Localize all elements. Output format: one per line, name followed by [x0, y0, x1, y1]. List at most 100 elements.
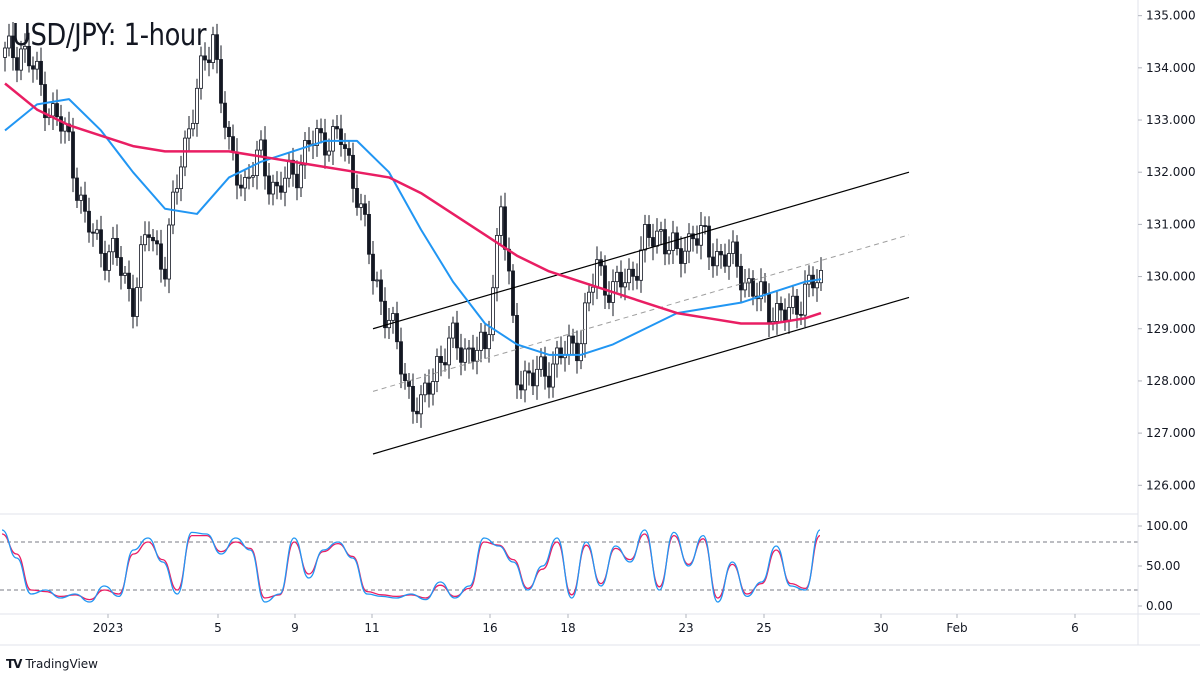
candle-body	[35, 60, 39, 70]
candle-body	[539, 356, 543, 370]
candle-body	[779, 303, 783, 311]
candle-body	[307, 140, 311, 145]
candle-body	[23, 45, 27, 50]
candle-body	[375, 279, 379, 282]
candle-body	[179, 166, 183, 190]
candle-body	[511, 270, 515, 316]
candle-body	[535, 368, 539, 387]
stochastic-axis[interactable]: 100.00 50.00 0.00	[1138, 519, 1188, 613]
candle-body	[211, 34, 215, 63]
candle-body	[123, 272, 127, 276]
candle-body	[427, 382, 431, 395]
candle-body	[55, 103, 59, 118]
candle-body	[495, 235, 499, 289]
candle-body	[143, 234, 147, 246]
candle-body	[555, 347, 559, 365]
candlestick-series	[3, 21, 823, 428]
candle-body	[391, 313, 395, 321]
candle-body	[119, 257, 123, 276]
time-tick-label: 6	[1071, 621, 1079, 635]
candle-body	[167, 224, 171, 280]
candle-body	[791, 295, 795, 308]
candle-body	[19, 48, 23, 71]
price-tick-label: 134.000	[1146, 61, 1196, 75]
candle-body	[415, 410, 419, 415]
stochastic-pane	[0, 529, 1138, 603]
candle-body	[607, 294, 611, 303]
candle-body	[95, 229, 99, 234]
regression-channel[interactable]	[372, 171, 910, 455]
candle-body	[439, 356, 443, 363]
candle-body	[603, 265, 607, 296]
candle-body	[503, 206, 507, 250]
candle-body	[155, 240, 159, 245]
candle-body	[663, 229, 667, 255]
channel-lower-line[interactable]	[372, 296, 910, 455]
stochastic-tick-label: 50.00	[1146, 559, 1180, 573]
candle-body	[31, 65, 35, 70]
candle-body	[355, 188, 359, 208]
candle-body	[699, 225, 703, 246]
candle-body	[547, 375, 551, 388]
candle-body	[127, 272, 131, 289]
candle-body	[339, 128, 343, 146]
candle-body	[475, 349, 479, 362]
candle-body	[395, 313, 399, 343]
candle-body	[523, 370, 527, 391]
candle-body	[259, 139, 263, 151]
candle-body	[683, 250, 687, 264]
candle-body	[283, 177, 287, 193]
candle-body	[59, 116, 63, 132]
candle-body	[751, 278, 755, 297]
candle-body	[451, 322, 455, 339]
candle-body	[491, 287, 495, 336]
candle-body	[267, 175, 271, 195]
price-tick-label: 126.000	[1146, 478, 1196, 492]
channel-middle-line[interactable]	[372, 234, 910, 392]
candle-body	[731, 241, 735, 254]
candle-body	[275, 181, 279, 187]
time-tick-label: 16	[482, 621, 497, 635]
candle-body	[459, 347, 463, 363]
price-axis[interactable]: 135.000 134.000 133.000 132.000 131.000 130.0…	[1138, 9, 1196, 493]
candle-body	[247, 176, 251, 179]
candle-body	[579, 343, 583, 362]
tradingview-branding[interactable]: TV TradingView	[6, 657, 98, 671]
time-axis[interactable]: 2023 5 9 11 16 18 23 25 30 Feb 6	[93, 614, 1079, 635]
candle-body	[191, 122, 195, 130]
candle-body	[175, 188, 179, 193]
candle-body	[271, 181, 275, 195]
price-tick-label: 132.000	[1146, 165, 1196, 179]
candle-body	[235, 151, 239, 186]
ma-fast-line	[4, 98, 822, 356]
candle-body	[379, 279, 383, 302]
candle-body	[383, 300, 387, 329]
candle-body	[131, 288, 135, 317]
candle-body	[347, 148, 351, 156]
candle-body	[331, 126, 335, 152]
candle-body	[239, 184, 243, 189]
time-tick-label: 25	[756, 621, 771, 635]
candle-body	[107, 251, 111, 271]
candle-body	[27, 45, 31, 67]
candle-body	[687, 233, 691, 252]
candle-body	[723, 254, 727, 267]
price-tick-label: 131.000	[1146, 217, 1196, 231]
candle-body	[719, 251, 723, 256]
candle-body	[575, 342, 579, 362]
time-tick-label: 30	[873, 621, 888, 635]
candle-body	[543, 356, 547, 377]
candle-body	[7, 35, 11, 49]
candle-body	[571, 335, 575, 344]
price-tick-label: 129.000	[1146, 322, 1196, 336]
candle-body	[199, 55, 203, 89]
candle-body	[807, 274, 811, 285]
candle-body	[799, 313, 803, 316]
channel-upper-line[interactable]	[372, 171, 910, 330]
candle-body	[659, 229, 663, 232]
candle-body	[763, 281, 767, 294]
price-tick-label: 128.000	[1146, 374, 1196, 388]
candle-body	[87, 210, 91, 233]
candle-body	[291, 159, 295, 175]
